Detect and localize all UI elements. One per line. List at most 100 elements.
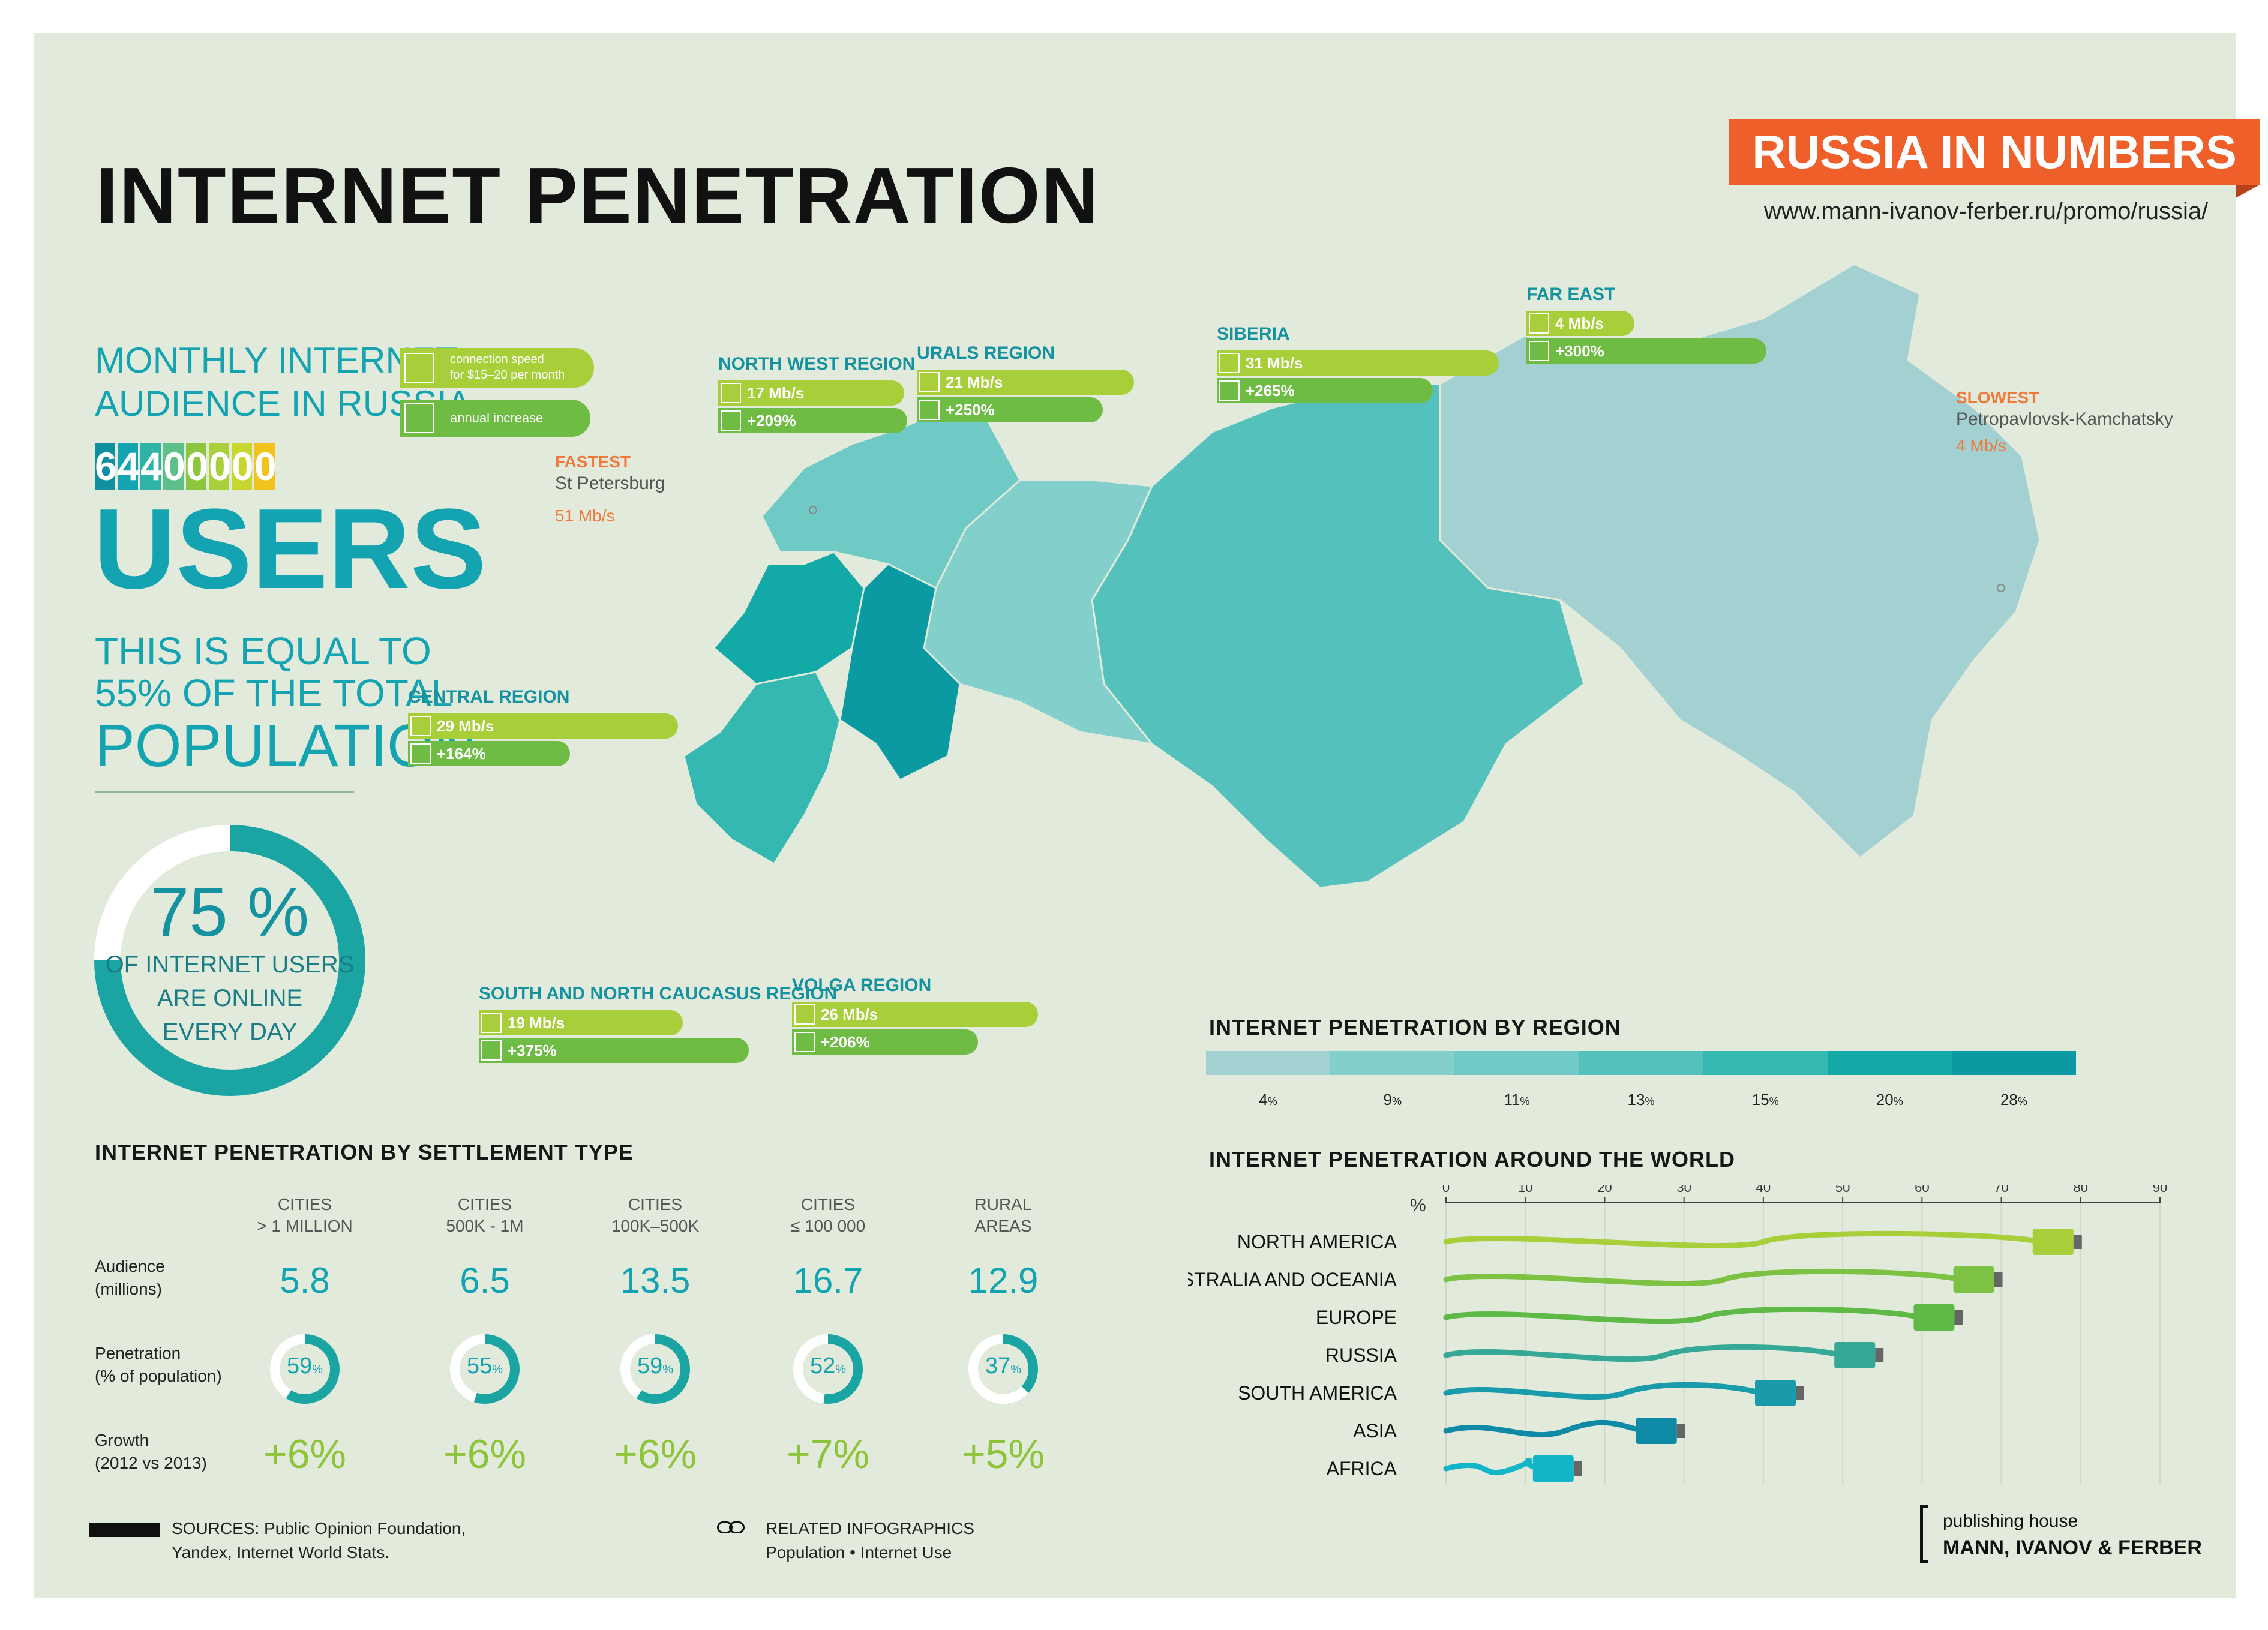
- row-penetration-line1: Penetration: [95, 1344, 181, 1362]
- settlement-audience: 12.9: [913, 1260, 1093, 1301]
- col-header-line2: > 1 MILLION: [257, 1217, 353, 1235]
- region-speed: 19 Mb/s: [508, 1014, 565, 1032]
- row-penetration-line2: (% of population): [95, 1367, 222, 1385]
- trend-chart-icon: [1219, 380, 1240, 401]
- trend-chart-icon: [404, 403, 434, 433]
- row-growth-line2: (2012 vs 2013): [95, 1454, 207, 1472]
- st-petersburg-marker: [809, 506, 817, 514]
- publisher-line1: publishing house: [1943, 1511, 2078, 1531]
- region-legend-unit: %: [1520, 1095, 1530, 1107]
- slowest-callout: SLOWEST Petropavlovsk-Kamchatsky 4 Mb/s: [1956, 387, 2173, 457]
- audience-digit: 0: [232, 443, 254, 490]
- region-callout: URALS REGION 21 Mb/s +250%: [917, 343, 1134, 422]
- globe-icon: [794, 1004, 815, 1025]
- source-url[interactable]: www.mann-ivanov-ferber.ru/promo/russia/: [1764, 198, 2209, 224]
- penetration-value: 59: [637, 1353, 663, 1379]
- online-text: 75 % OF INTERNET USERS ARE ONLINE EVERY …: [93, 876, 367, 1049]
- col-header-line2: 100K–500K: [611, 1217, 700, 1235]
- settlement-penetration: 52%: [738, 1353, 918, 1379]
- settlement-audience: 5.8: [215, 1260, 395, 1301]
- region-increase-bar: +300%: [1526, 338, 1766, 364]
- fastest-callout: FASTEST St Petersburg 51 Mb/s: [555, 451, 665, 527]
- world-tick-label: 40: [1756, 1185, 1771, 1195]
- legend-speed-line1: connection speed: [450, 353, 544, 366]
- region-legend-title: INTERNET PENETRATION BY REGION: [1209, 1015, 1621, 1040]
- col-header-line2: 500K - 1M: [446, 1217, 524, 1235]
- settlement-col-header: CITIES ≤ 100 000: [738, 1194, 918, 1237]
- world-tick-label: 50: [1835, 1185, 1850, 1195]
- world-chart: % 0 10 20 30 40 50 60 70 80 90 NORTH AMERICA AUSTRAL…: [1188, 1185, 2167, 1485]
- far-east-area: [1439, 263, 2041, 859]
- fastest-city: St Petersburg: [555, 473, 665, 493]
- trend-chart-icon: [721, 410, 741, 431]
- sources: SOURCES: Public Opinion Foundation, Yand…: [172, 1517, 466, 1565]
- penetration-value: 59: [286, 1353, 313, 1379]
- region-name: VOLGA REGION: [792, 975, 932, 995]
- related-infographics[interactable]: RELATED INFOGRAPHICS Population • Intern…: [766, 1517, 974, 1565]
- penetration-donut: [450, 1334, 520, 1404]
- settlement-audience: 16.7: [738, 1260, 918, 1301]
- region-name: URALS REGION: [917, 343, 1055, 363]
- trend-chart-icon: [481, 1040, 502, 1061]
- region-increase-bar: +206%: [792, 1029, 978, 1055]
- settlement-penetration: 59%: [215, 1353, 395, 1379]
- globe-icon: [481, 1013, 502, 1033]
- region-legend-label: 11%: [1454, 1091, 1579, 1109]
- penetration-unit: %: [492, 1363, 503, 1376]
- region-legend-label: 28%: [1952, 1091, 2076, 1109]
- region-legend-label: 15%: [1703, 1091, 1828, 1109]
- region-legend-unit: %: [1645, 1095, 1655, 1107]
- region-increase: +164%: [437, 745, 486, 763]
- col-header-line1: CITIES: [800, 1195, 856, 1214]
- region-increase-bar: +265%: [1217, 378, 1433, 403]
- globe-icon: [1219, 353, 1240, 373]
- region-name: SIBERIA: [1217, 324, 1290, 344]
- trend-chart-icon: [919, 400, 940, 420]
- row-audience-label: Audience (millions): [95, 1255, 165, 1301]
- related-links[interactable]: Population • Internet Use: [766, 1543, 952, 1562]
- online-donut: [94, 825, 365, 1096]
- sources-line2: Yandex, Internet World Stats.: [172, 1543, 390, 1562]
- settlement-growth: +6%: [215, 1431, 395, 1478]
- penetration-unit: %: [1010, 1363, 1022, 1376]
- region-increase-bar: +250%: [917, 397, 1103, 422]
- region-speed-bar: 21 Mb/s: [917, 370, 1134, 395]
- region-increase: +209%: [747, 412, 796, 430]
- region-speed: 21 Mb/s: [946, 373, 1003, 391]
- settlement-col-header: RURAL AREAS: [913, 1194, 1093, 1237]
- region-increase: +206%: [821, 1033, 870, 1051]
- world-plug-tip: [1875, 1348, 1884, 1362]
- slowest-speed: 4 Mb/s: [1956, 436, 2007, 455]
- online-donut-arc: [94, 825, 365, 1096]
- legend-increase-key: annual increase: [400, 400, 590, 437]
- sources-bar-icon: [89, 1523, 160, 1537]
- row-growth-label: Growth (2012 vs 2013): [95, 1429, 207, 1475]
- row-audience-line1: Audience: [95, 1257, 165, 1275]
- region-increase-bar: +209%: [718, 408, 907, 433]
- world-cable: [1443, 1419, 1645, 1438]
- region-legend-unit: %: [1391, 1095, 1402, 1107]
- region-legend-value: 11: [1504, 1091, 1520, 1109]
- row-growth-line1: Growth: [95, 1431, 149, 1449]
- publisher-bracket-icon: [1920, 1505, 1928, 1563]
- publisher: publishing house MANN, IVANOV & FERBER: [1943, 1508, 2202, 1561]
- region-increase: +265%: [1246, 382, 1295, 400]
- region-increase: +375%: [508, 1041, 557, 1059]
- central-area: [712, 551, 865, 685]
- world-plug-tip: [1994, 1272, 2003, 1287]
- audience-digit: 4: [140, 443, 163, 490]
- col-header-line1: CITIES: [457, 1195, 512, 1214]
- audience-digit: 0: [254, 443, 277, 490]
- region-legend-unit: %: [1267, 1095, 1277, 1107]
- fastest-speed: 51 Mb/s: [555, 506, 615, 525]
- online-percent: 75 %: [150, 873, 310, 951]
- settlement-growth: +6%: [565, 1431, 745, 1478]
- col-header-line2: ≤ 100 000: [790, 1217, 866, 1235]
- series-badge: RUSSIA IN NUMBERS: [1729, 119, 2260, 198]
- world-category-label: NORTH AMERICA: [1237, 1231, 1397, 1253]
- penetration-donut: [620, 1334, 690, 1404]
- region-legend-swatch: [1703, 1051, 1828, 1075]
- settlement-penetration: 37%: [913, 1353, 1093, 1379]
- region-legend-unit: %: [2017, 1095, 2027, 1107]
- trend-chart-icon: [794, 1032, 815, 1052]
